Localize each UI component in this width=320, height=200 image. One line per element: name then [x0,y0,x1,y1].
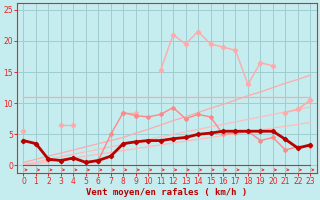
X-axis label: Vent moyen/en rafales ( km/h ): Vent moyen/en rafales ( km/h ) [86,188,248,197]
